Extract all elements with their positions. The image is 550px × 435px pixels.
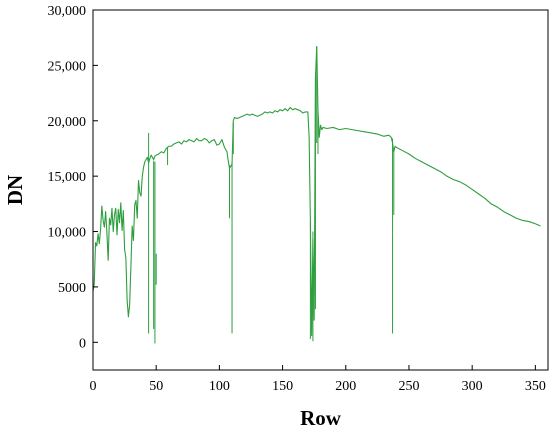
plot-frame: [92, 9, 549, 371]
x-tick-label: 350: [525, 379, 546, 394]
x-tick-label: 200: [335, 379, 356, 394]
x-tick-label: 300: [462, 379, 483, 394]
x-tick-label: 0: [90, 379, 97, 394]
x-tick-label: 50: [149, 379, 163, 394]
y-tick-label: 15,000: [48, 170, 87, 185]
x-tick-label: 100: [209, 379, 230, 394]
y-tick-label: 20,000: [48, 115, 87, 130]
x-tick-label: 150: [272, 379, 293, 394]
axes: 0 5000 10,000 15,000 20,000 25,000 30,000 0 50 10…: [48, 4, 546, 394]
chart-marks: [92, 46, 541, 344]
y-tick-label: 10,000: [48, 226, 87, 241]
x-tick-label: 250: [398, 379, 419, 394]
y-tick-label: 5000: [58, 281, 86, 296]
y-tick-label: 0: [79, 336, 86, 351]
y-tick-label: 30,000: [48, 4, 87, 19]
y-axis-title: DN: [3, 175, 27, 205]
x-axis-title: Row: [300, 406, 342, 430]
y-tick-label: 25,000: [48, 59, 87, 74]
